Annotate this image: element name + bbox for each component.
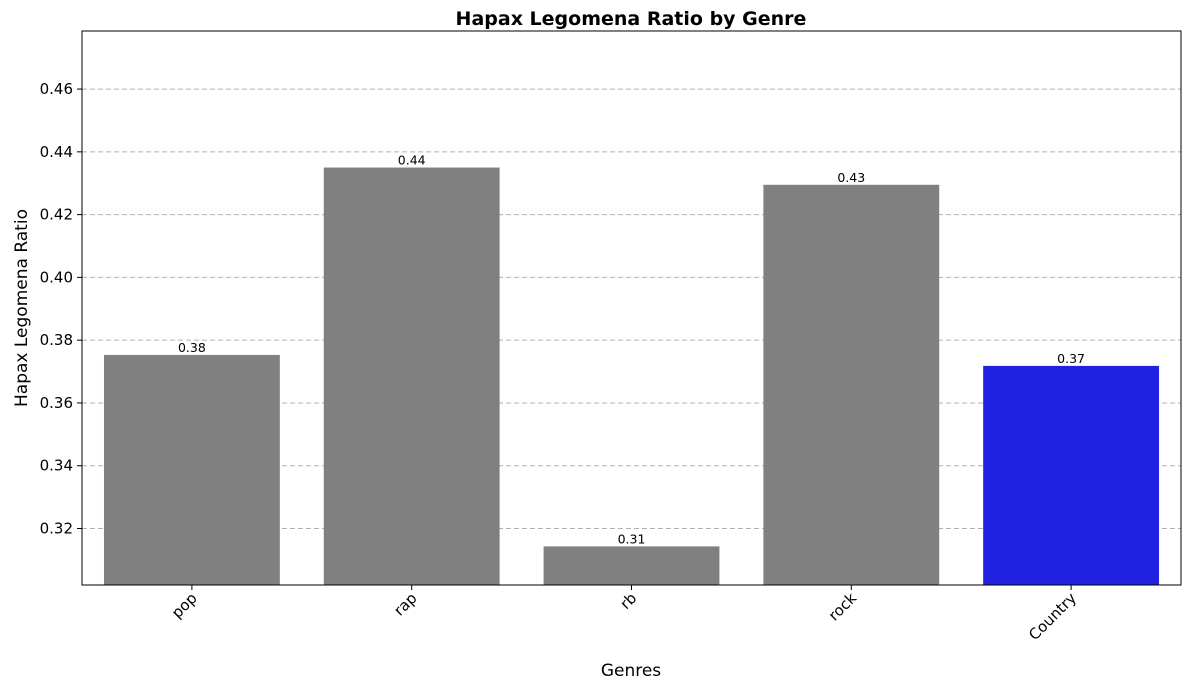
chart-title: Hapax Legomena Ratio by Genre <box>456 8 807 30</box>
bar-rap <box>323 167 500 585</box>
y-axis: 0.32 0.34 0.36 0.38 0.40 0.42 0.44 0.46 <box>40 80 82 538</box>
y-tick-label: 0.34 <box>40 457 73 475</box>
x-tick-label-pop: pop <box>168 589 201 622</box>
x-tick-label-rock: rock <box>825 589 861 625</box>
data-labels: 0.38 0.44 0.31 0.43 0.37 <box>178 153 1085 547</box>
y-tick-label: 0.36 <box>40 394 73 412</box>
bar-rock <box>763 184 940 585</box>
y-tick-label: 0.40 <box>40 268 73 286</box>
x-tick-label-country: Country <box>1025 589 1080 644</box>
y-tick-label: 0.46 <box>40 80 73 98</box>
x-axis: pop rap rb rock Country <box>168 585 1080 644</box>
y-axis-label: Hapax Legomena Ratio <box>12 209 32 407</box>
y-tick-label: 0.42 <box>40 206 73 224</box>
bar-rb <box>543 546 720 585</box>
y-tick-label: 0.32 <box>40 520 73 538</box>
data-label-pop: 0.38 <box>178 340 206 355</box>
data-label-rock: 0.43 <box>837 170 865 185</box>
data-label-rb: 0.31 <box>618 531 646 546</box>
bar-country <box>983 365 1160 585</box>
x-tick-label-rb: rb <box>616 589 640 613</box>
bars <box>103 167 1160 585</box>
y-tick-label: 0.44 <box>40 143 73 161</box>
data-label-rap: 0.44 <box>398 153 426 168</box>
x-axis-label: Genres <box>601 661 661 681</box>
y-tick-label: 0.38 <box>40 331 73 349</box>
data-label-country: 0.37 <box>1057 351 1085 366</box>
bar-pop <box>103 354 280 585</box>
x-tick-label-rap: rap <box>390 589 420 619</box>
